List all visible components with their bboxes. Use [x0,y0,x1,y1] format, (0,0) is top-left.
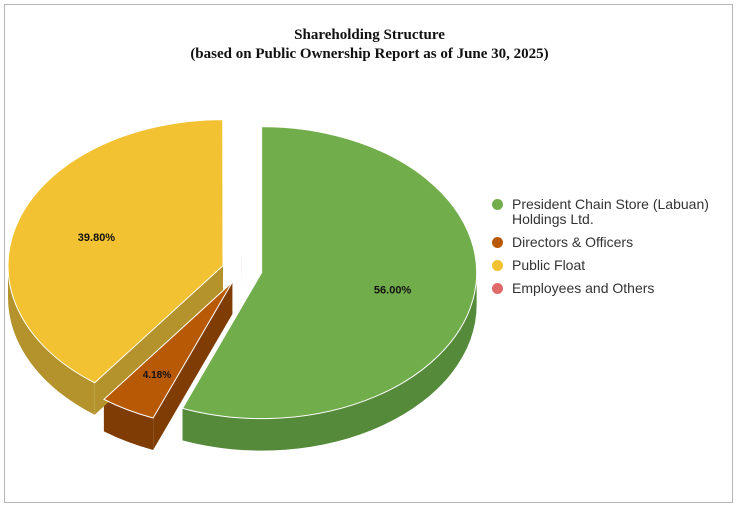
data-label: 4.18% [143,370,171,381]
pie-labels: 56.00% 4.18% 39.80% [78,232,412,381]
chart-title-block: Shareholding Structure (based on Public … [0,26,739,64]
legend-swatch [492,283,503,294]
legend-label: President Chain Store (Labuan) Holdings … [512,196,709,227]
legend-item-directors-officers[interactable]: Directors & Officers [492,235,732,250]
pie-slice-public-float[interactable] [7,119,224,384]
chart-title: Shareholding Structure [294,27,445,43]
legend-swatch [492,237,503,248]
legend-swatch [492,199,503,210]
legend-item-employees-others[interactable]: Employees and Others [492,281,732,296]
legend-label: Employees and Others [512,280,655,296]
legend-item-public-float[interactable]: Public Float [492,258,732,273]
data-label: 56.00% [374,285,412,297]
legend: President Chain Store (Labuan) Holdings … [492,197,732,304]
pie-slice-rim [8,265,95,415]
pie-tops [7,109,478,420]
data-label: 39.80% [78,232,116,244]
pie-slice-president-chain-store-labuan-holdings-ltd[interactable] [181,126,478,420]
chart-subtitle: (based on Public Ownership Report as of … [190,46,549,62]
legend-label: Public Float [512,257,586,273]
legend-label: Directors & Officers [512,234,634,250]
legend-swatch [492,260,503,271]
legend-item-president-chain-store[interactable]: President Chain Store (Labuan) Holdings … [492,197,732,227]
pie-slice-directors-officers[interactable] [103,281,233,419]
pie-slice-cut [94,265,224,415]
pie-slice-rim [182,272,477,451]
